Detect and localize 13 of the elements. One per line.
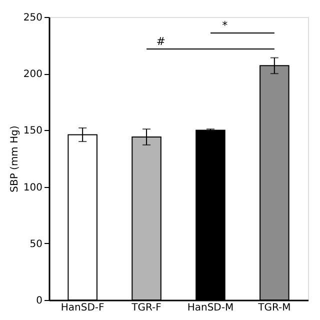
y-tick-label: 150 — [23, 126, 42, 137]
y-tick-label: 50 — [30, 238, 42, 250]
y-tick-label: 100 — [23, 182, 42, 194]
y-tick-label: 200 — [23, 69, 42, 80]
x-tick-label: HanSD-M — [187, 302, 234, 314]
y-axis-title: SBP (mm Hg) — [9, 126, 20, 192]
x-tick-label: TGR-F — [130, 302, 162, 314]
annotation: * — [222, 19, 228, 32]
annotation: # — [156, 35, 166, 48]
y-tick-label: 250 — [23, 12, 42, 24]
y-tick-label: 0 — [36, 296, 42, 306]
x-tick-label: HanSD-F — [60, 302, 105, 314]
x-tick-label: TGR-M — [257, 302, 291, 314]
